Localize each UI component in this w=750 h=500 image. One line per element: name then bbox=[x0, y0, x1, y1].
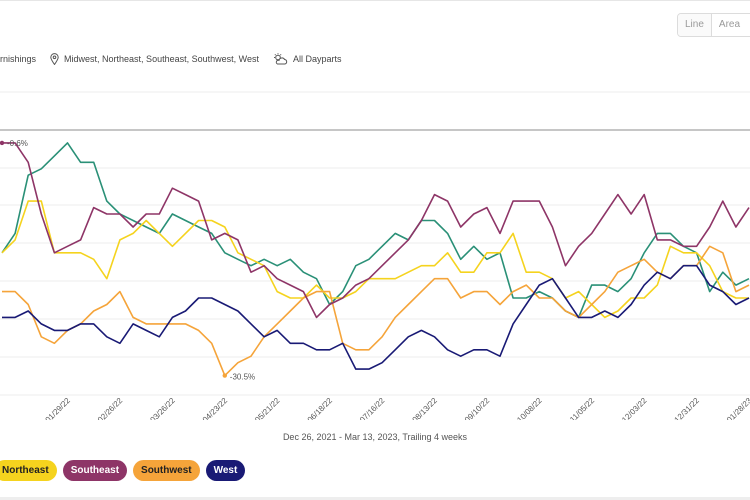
annotation-label: -0.6% bbox=[7, 139, 28, 148]
legend-item-southeast[interactable]: Southeast bbox=[62, 460, 128, 481]
chart-type-toggle: Line Area bbox=[677, 13, 750, 37]
chart-gridlines bbox=[0, 91, 750, 396]
x-tick-label: 02/26/22 bbox=[96, 396, 125, 420]
location-pin-icon bbox=[50, 53, 59, 65]
annotation-dot bbox=[222, 373, 227, 378]
annotation-label: -30.5% bbox=[230, 373, 255, 382]
series-line-southeast bbox=[2, 142, 750, 319]
x-tick-label: 08/13/22 bbox=[411, 396, 440, 420]
series-line-west bbox=[2, 264, 750, 370]
legend-item-west[interactable]: West bbox=[205, 460, 246, 481]
x-tick-label: 07/16/22 bbox=[358, 396, 387, 420]
legend-item-southwest[interactable]: Southwest bbox=[133, 460, 200, 481]
chart-legend: Northeast Southeast Southwest West bbox=[0, 460, 246, 481]
region-filter-label: Midwest, Northeast, Southeast, Southwest… bbox=[64, 54, 259, 64]
x-tick-label: 05/21/22 bbox=[253, 396, 282, 420]
legend-item-northeast[interactable]: Northeast bbox=[0, 460, 57, 481]
chart-annotations: -0.6% -30.5% bbox=[0, 139, 255, 382]
filter-summary: rnishings Midwest, Northeast, Southeast,… bbox=[0, 52, 355, 66]
chart-series-lines bbox=[1, 142, 750, 377]
annotation-dot bbox=[0, 140, 5, 146]
x-tick-label: 12/03/22 bbox=[620, 396, 649, 420]
line-chart: -0.6% -30.5% 01/29/22 02/26/22 03/26/22 04/2… bbox=[0, 91, 750, 420]
category-filter-label: rnishings bbox=[0, 54, 37, 64]
series-line-northeast bbox=[1, 200, 749, 319]
line-toggle-button[interactable]: Line bbox=[678, 14, 712, 36]
weather-icon bbox=[273, 53, 288, 65]
x-tick-label: 01/29/22 bbox=[44, 396, 73, 420]
x-tick-label: 01/28/23 bbox=[725, 396, 750, 420]
x-tick-label: 09/10/22 bbox=[463, 396, 492, 420]
x-tick-label: 10/08/22 bbox=[515, 396, 544, 420]
top-divider bbox=[0, 0, 750, 1]
date-range-caption: Dec 26, 2021 - Mar 13, 2023, Trailing 4 … bbox=[282, 432, 468, 442]
category-filter[interactable]: rnishings bbox=[0, 54, 36, 64]
daypart-filter-label: All Dayparts bbox=[292, 54, 342, 64]
x-tick-label: 06/18/22 bbox=[306, 396, 335, 420]
area-toggle-button[interactable]: Area bbox=[718, 19, 741, 30]
x-tick-label: 03/26/22 bbox=[148, 396, 177, 420]
series-line-southwest bbox=[2, 245, 750, 377]
region-filter[interactable]: Midwest, Northeast, Southeast, Southwest… bbox=[50, 53, 259, 65]
bottom-divider bbox=[0, 497, 750, 500]
x-tick-label: 12/31/22 bbox=[673, 396, 702, 420]
x-axis-ticks: 01/29/22 02/26/22 03/26/22 04/23/22 05/21/22… bbox=[44, 396, 750, 420]
series-line-midwest bbox=[1, 142, 750, 319]
x-tick-label: 11/05/22 bbox=[568, 396, 596, 420]
x-tick-label: 04/23/22 bbox=[201, 396, 230, 420]
daypart-filter[interactable]: All Dayparts bbox=[273, 53, 342, 65]
